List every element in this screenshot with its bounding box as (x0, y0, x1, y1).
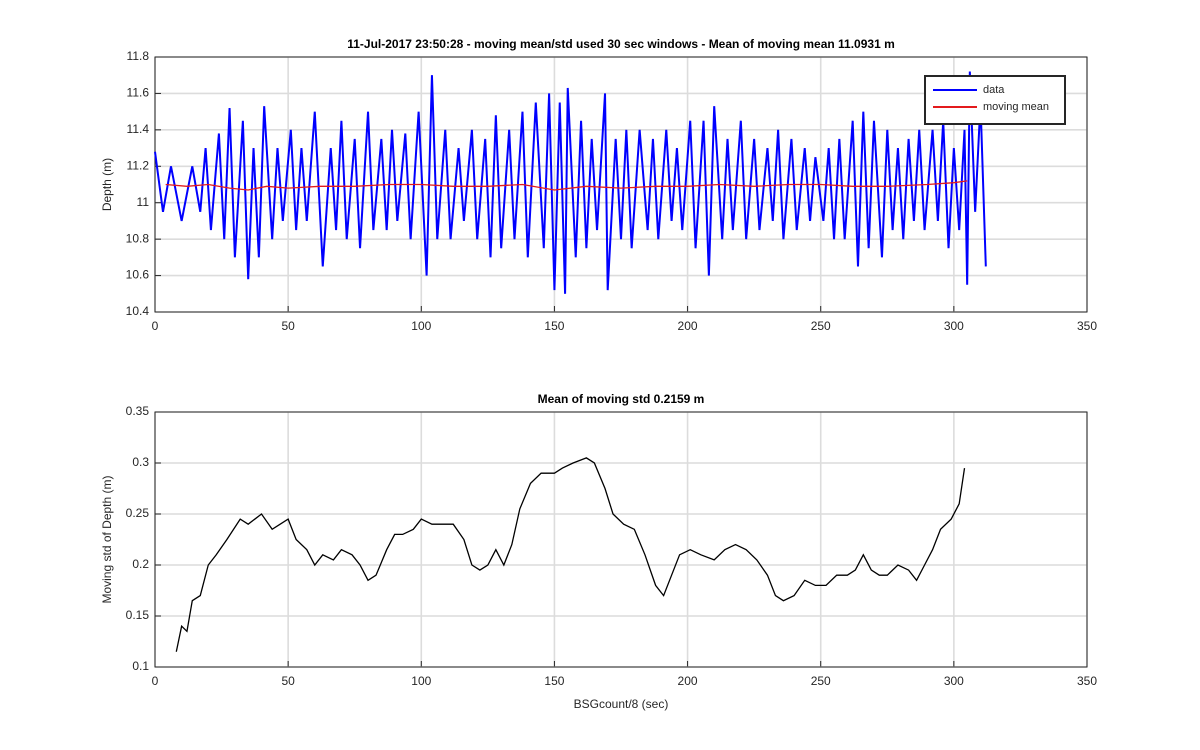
x-tick-label: 150 (544, 319, 564, 333)
x-tick-label: 50 (281, 319, 295, 333)
y-tick-label: 0.35 (126, 404, 150, 418)
chart-title: Mean of moving std 0.2159 m (538, 392, 705, 406)
y-axis-label: Depth (m) (100, 158, 114, 211)
legend-box (924, 75, 1066, 125)
y-tick-label: 10.8 (126, 231, 150, 245)
y-tick-label: 0.3 (132, 455, 149, 469)
legend-label: moving mean (983, 101, 1049, 113)
x-tick-label: 300 (944, 319, 964, 333)
legend-label: data (983, 84, 1005, 96)
axes-background (154, 411, 1088, 668)
axes-frame (154, 56, 1088, 313)
y-tick-label: 11.6 (127, 86, 150, 100)
x-tick-label: 50 (281, 674, 295, 688)
x-tick-label: 0 (152, 319, 159, 333)
x-tick-label: 200 (678, 674, 698, 688)
data-line (154, 71, 987, 294)
y-tick-label: 0.2 (132, 557, 149, 571)
y-tick-label: 10.4 (126, 304, 150, 318)
x-tick-label: 150 (544, 674, 564, 688)
y-tick-label: 0.15 (126, 608, 150, 622)
y-tick-label: 0.25 (126, 506, 150, 520)
y-axis-label: Moving std of Depth (m) (100, 475, 114, 603)
y-tick-label: 11.4 (127, 122, 150, 136)
x-axis-label: BSGcount/8 (sec) (574, 697, 669, 711)
x-tick-label: 100 (411, 674, 431, 688)
y-tick-label: 0.1 (132, 659, 149, 673)
y-tick-label: 10.6 (126, 268, 150, 282)
y-tick-label: 11.2 (127, 158, 150, 172)
x-tick-label: 0 (152, 674, 159, 688)
x-tick-label: 250 (811, 319, 831, 333)
axes-frame (154, 411, 1088, 668)
x-tick-label: 200 (678, 319, 698, 333)
x-tick-label: 100 (411, 319, 431, 333)
data-line (175, 457, 966, 652)
x-tick-label: 350 (1077, 319, 1097, 333)
y-tick-label: 11.8 (127, 49, 150, 63)
x-tick-label: 250 (811, 674, 831, 688)
y-tick-label: 11 (137, 195, 150, 209)
data-line (165, 180, 968, 191)
chart-title: 11-Jul-2017 23:50:28 - moving mean/std u… (347, 37, 895, 51)
x-tick-label: 300 (944, 674, 964, 688)
x-tick-label: 350 (1077, 674, 1097, 688)
